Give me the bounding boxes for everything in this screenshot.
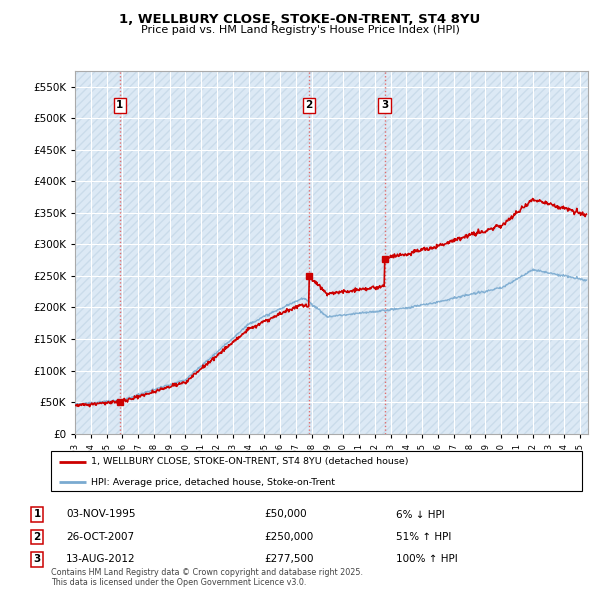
Text: 03-NOV-1995: 03-NOV-1995 xyxy=(66,510,136,519)
FancyBboxPatch shape xyxy=(51,451,582,491)
Text: 3: 3 xyxy=(34,555,41,564)
Text: 100% ↑ HPI: 100% ↑ HPI xyxy=(396,555,458,564)
Text: 51% ↑ HPI: 51% ↑ HPI xyxy=(396,532,451,542)
Text: £277,500: £277,500 xyxy=(264,555,314,564)
Text: 3: 3 xyxy=(381,100,388,110)
Text: 13-AUG-2012: 13-AUG-2012 xyxy=(66,555,136,564)
Text: 2: 2 xyxy=(305,100,313,110)
Text: Contains HM Land Registry data © Crown copyright and database right 2025.
This d: Contains HM Land Registry data © Crown c… xyxy=(51,568,363,587)
Text: 1: 1 xyxy=(34,510,41,519)
Text: £250,000: £250,000 xyxy=(264,532,313,542)
Text: Price paid vs. HM Land Registry's House Price Index (HPI): Price paid vs. HM Land Registry's House … xyxy=(140,25,460,35)
Text: HPI: Average price, detached house, Stoke-on-Trent: HPI: Average price, detached house, Stok… xyxy=(91,477,335,487)
Text: 1, WELLBURY CLOSE, STOKE-ON-TRENT, ST4 8YU: 1, WELLBURY CLOSE, STOKE-ON-TRENT, ST4 8… xyxy=(119,13,481,26)
Text: £50,000: £50,000 xyxy=(264,510,307,519)
Text: 1, WELLBURY CLOSE, STOKE-ON-TRENT, ST4 8YU (detached house): 1, WELLBURY CLOSE, STOKE-ON-TRENT, ST4 8… xyxy=(91,457,409,467)
Text: 2: 2 xyxy=(34,532,41,542)
Text: 6% ↓ HPI: 6% ↓ HPI xyxy=(396,510,445,519)
Text: 26-OCT-2007: 26-OCT-2007 xyxy=(66,532,134,542)
Text: 1: 1 xyxy=(116,100,124,110)
